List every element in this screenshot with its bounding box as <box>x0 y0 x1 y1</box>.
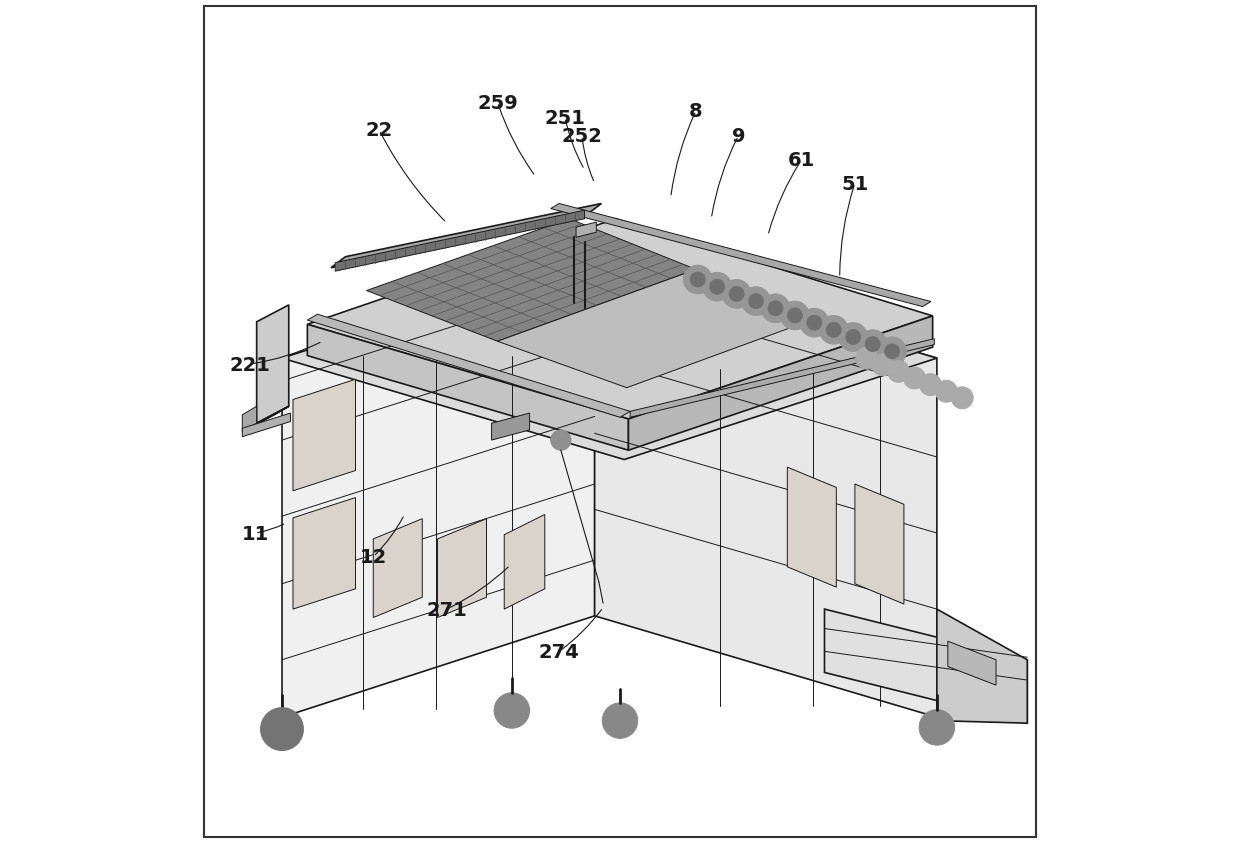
Text: 22: 22 <box>366 122 393 140</box>
Polygon shape <box>242 407 289 432</box>
Circle shape <box>729 287 744 302</box>
Circle shape <box>904 368 925 390</box>
Text: 9: 9 <box>732 127 745 146</box>
Polygon shape <box>335 211 584 272</box>
Circle shape <box>603 703 637 738</box>
Polygon shape <box>308 219 932 419</box>
Polygon shape <box>595 257 937 717</box>
Text: 221: 221 <box>229 355 270 374</box>
Circle shape <box>888 361 910 383</box>
Polygon shape <box>825 609 1027 723</box>
Polygon shape <box>629 316 932 451</box>
Polygon shape <box>787 468 836 587</box>
Text: 8: 8 <box>689 102 703 121</box>
Circle shape <box>856 348 878 370</box>
Circle shape <box>878 338 906 366</box>
Circle shape <box>787 309 802 324</box>
Circle shape <box>919 374 941 396</box>
Circle shape <box>919 710 955 745</box>
Circle shape <box>820 316 848 344</box>
Text: 259: 259 <box>477 94 518 112</box>
Text: 252: 252 <box>562 127 603 146</box>
Polygon shape <box>577 223 596 238</box>
Polygon shape <box>242 407 257 432</box>
Circle shape <box>807 316 822 331</box>
Circle shape <box>858 331 887 360</box>
Polygon shape <box>505 515 544 609</box>
Text: 51: 51 <box>841 175 868 193</box>
Polygon shape <box>551 204 931 307</box>
Text: 11: 11 <box>242 524 269 543</box>
Polygon shape <box>854 484 904 604</box>
Circle shape <box>951 387 973 409</box>
Polygon shape <box>947 641 996 685</box>
Circle shape <box>935 381 957 403</box>
Polygon shape <box>281 257 937 460</box>
Circle shape <box>768 301 784 316</box>
Polygon shape <box>257 306 289 424</box>
Polygon shape <box>242 414 290 437</box>
Circle shape <box>494 693 529 728</box>
Polygon shape <box>308 325 629 451</box>
Polygon shape <box>367 219 696 342</box>
Text: 274: 274 <box>539 642 579 661</box>
Polygon shape <box>438 519 486 618</box>
Polygon shape <box>293 498 356 609</box>
Circle shape <box>749 294 764 310</box>
Circle shape <box>838 323 868 352</box>
Polygon shape <box>491 414 529 441</box>
Circle shape <box>260 708 303 750</box>
Circle shape <box>683 266 712 295</box>
Circle shape <box>264 710 300 745</box>
Text: 251: 251 <box>544 109 585 127</box>
Circle shape <box>709 280 724 295</box>
Circle shape <box>780 302 810 331</box>
Circle shape <box>551 430 570 451</box>
Text: 12: 12 <box>360 548 387 566</box>
Polygon shape <box>281 257 595 717</box>
Circle shape <box>691 273 706 288</box>
Circle shape <box>722 280 751 309</box>
Polygon shape <box>937 609 1027 723</box>
Polygon shape <box>497 270 823 388</box>
Text: 271: 271 <box>427 600 467 619</box>
Circle shape <box>826 322 842 338</box>
Polygon shape <box>373 519 423 618</box>
Text: 61: 61 <box>789 151 815 170</box>
Circle shape <box>761 295 790 323</box>
Circle shape <box>866 338 880 353</box>
Circle shape <box>884 344 900 360</box>
Circle shape <box>703 273 732 302</box>
Circle shape <box>742 287 770 316</box>
Polygon shape <box>293 380 356 491</box>
Polygon shape <box>331 204 601 268</box>
Polygon shape <box>630 339 934 418</box>
Polygon shape <box>308 315 630 418</box>
Circle shape <box>872 354 894 376</box>
Circle shape <box>846 330 861 345</box>
Circle shape <box>800 309 828 338</box>
